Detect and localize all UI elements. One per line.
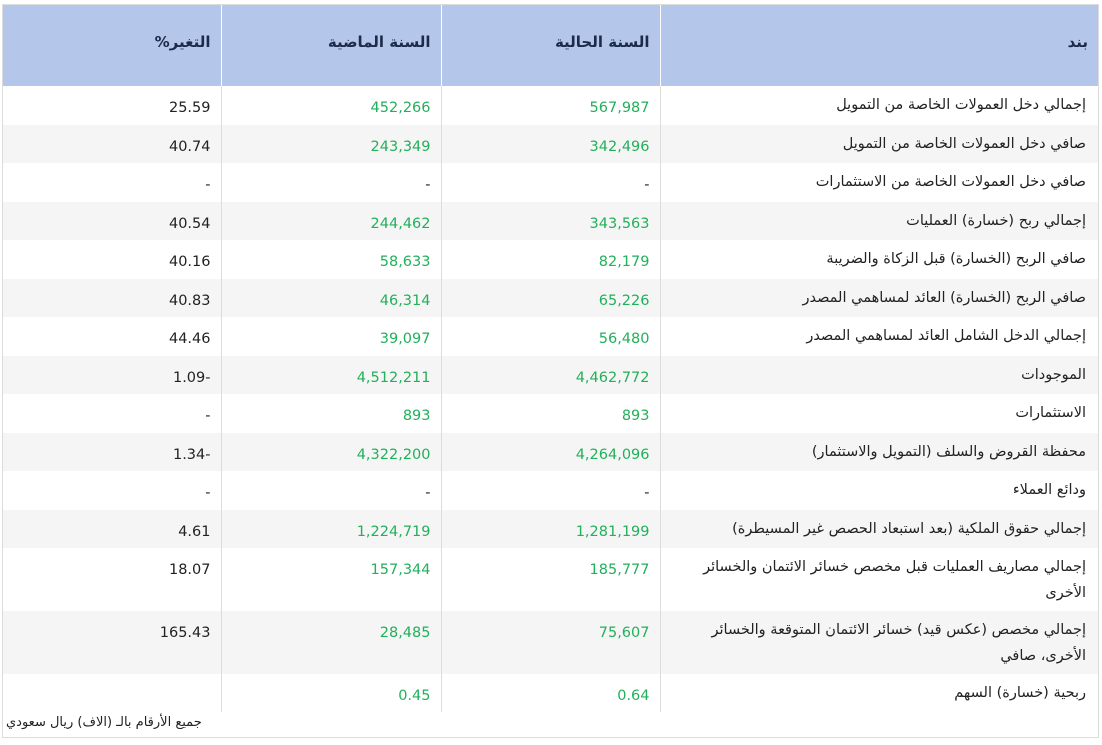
row-item-label: ربحية (خسارة) السهم [659,674,1098,712]
row-change-value [3,674,221,712]
table-header-row: بند السنة الحالية السنة الماضية التغير% [3,5,1098,86]
table-row: إجمالي حقوق الملكية (بعد استبعاد الحصص غ… [3,509,1098,548]
row-item-label: صافي الربح (الخسارة) قبل الزكاة والضريبة [659,240,1098,279]
row-previous-value: 1,224,719 [220,509,441,548]
table-row: إجمالي ربح (خسارة) العمليات 343,563 244,… [3,201,1098,240]
row-item-label: صافي دخل العمولات الخاصة من التمويل [659,124,1098,163]
row-current-value: 342,496 [440,124,660,163]
row-current-value: 75,607 [440,611,660,674]
row-item-label: الاستثمارات [659,394,1098,433]
row-previous-value: - [220,471,441,510]
row-change-value: 40.16 [3,240,221,279]
row-item-label: إجمالي الدخل الشامل العائد لمساهمي المصد… [659,317,1098,356]
row-change-value: 1.09- [3,355,221,394]
row-previous-value: 157,344 [220,548,441,611]
row-change-value: - [3,163,221,202]
row-change-value: 40.83 [3,278,221,317]
table-row: إجمالي دخل العمولات الخاصة من التمويل 56… [3,86,1098,125]
row-item-label: إجمالي حقوق الملكية (بعد استبعاد الحصص غ… [659,509,1098,548]
table-row: صافي دخل العمولات الخاصة من الاستثمارات … [3,163,1098,202]
row-change-value: - [3,471,221,510]
table-row: محفظة القروض والسلف (التمويل والاستثمار)… [3,432,1098,471]
row-current-value: 4,462,772 [440,355,660,394]
row-change-value: 25.59 [3,86,221,125]
row-previous-value: 893 [220,394,441,433]
row-item-label: الموجودات [659,355,1098,394]
row-previous-value: 244,462 [220,201,441,240]
row-change-value: 1.34- [3,432,221,471]
row-previous-value: 0.45 [220,674,441,712]
row-item-label: إجمالي مخصص (عكس قيد) خسائر الائتمان الم… [659,611,1098,674]
table-row: الموجودات 4,462,772 4,512,211 1.09- [3,355,1098,394]
row-change-value: 40.54 [3,201,221,240]
row-current-value: 4,264,096 [440,432,660,471]
row-previous-value: 243,349 [220,124,441,163]
row-current-value: - [440,471,660,510]
row-current-value: 82,179 [440,240,660,279]
table-row: ربحية (خسارة) السهم 0.64 0.45 [3,674,1098,712]
row-item-label: إجمالي مصاريف العمليات قبل مخصص خسائر ال… [659,548,1098,611]
row-change-value: 44.46 [3,317,221,356]
table-row: صافي دخل العمولات الخاصة من التمويل 342,… [3,124,1098,163]
currency-footnote: جميع الأرقام بالـ (الاف) ريال سعودي [4,713,204,732]
row-change-value: 165.43 [3,611,221,674]
table-row: صافي الربح (الخسارة) العائد لمساهمي المص… [3,278,1098,317]
column-header-current-year: السنة الحالية [440,5,660,86]
row-previous-value: 58,633 [220,240,441,279]
row-change-value: 4.61 [3,509,221,548]
column-header-change: التغير% [3,5,221,86]
row-current-value: 56,480 [440,317,660,356]
table-row: إجمالي الدخل الشامل العائد لمساهمي المصد… [3,317,1098,356]
row-previous-value: 46,314 [220,278,441,317]
row-current-value: 893 [440,394,660,433]
row-previous-value: 28,485 [220,611,441,674]
column-header-previous-year: السنة الماضية [220,5,441,86]
row-item-label: ودائع العملاء [659,471,1098,510]
row-current-value: 0.64 [440,674,660,712]
table-row: إجمالي مصاريف العمليات قبل مخصص خسائر ال… [3,548,1098,611]
row-current-value: 1,281,199 [440,509,660,548]
row-item-label: محفظة القروض والسلف (التمويل والاستثمار) [659,432,1098,471]
financial-summary-table-container: بند السنة الحالية السنة الماضية التغير% … [2,4,1099,738]
table-row: ودائع العملاء - - - [3,471,1098,510]
column-header-item: بند [659,5,1098,86]
table-row: الاستثمارات 893 893 - [3,394,1098,433]
row-current-value: 343,563 [440,201,660,240]
row-change-value: 18.07 [3,548,221,611]
row-current-value: 185,777 [440,548,660,611]
row-change-value: 40.74 [3,124,221,163]
row-previous-value: 4,322,200 [220,432,441,471]
financial-summary-table: بند السنة الحالية السنة الماضية التغير% … [3,5,1098,712]
row-previous-value: 452,266 [220,86,441,125]
row-previous-value: 39,097 [220,317,441,356]
row-change-value: - [3,394,221,433]
row-current-value: 65,226 [440,278,660,317]
row-previous-value: 4,512,211 [220,355,441,394]
row-item-label: إجمالي دخل العمولات الخاصة من التمويل [659,86,1098,125]
row-item-label: صافي دخل العمولات الخاصة من الاستثمارات [659,163,1098,202]
row-item-label: إجمالي ربح (خسارة) العمليات [659,201,1098,240]
table-row: إجمالي مخصص (عكس قيد) خسائر الائتمان الم… [3,611,1098,674]
row-previous-value: - [220,163,441,202]
row-current-value: 567,987 [440,86,660,125]
row-current-value: - [440,163,660,202]
row-item-label: صافي الربح (الخسارة) العائد لمساهمي المص… [659,278,1098,317]
table-row: صافي الربح (الخسارة) قبل الزكاة والضريبة… [3,240,1098,279]
